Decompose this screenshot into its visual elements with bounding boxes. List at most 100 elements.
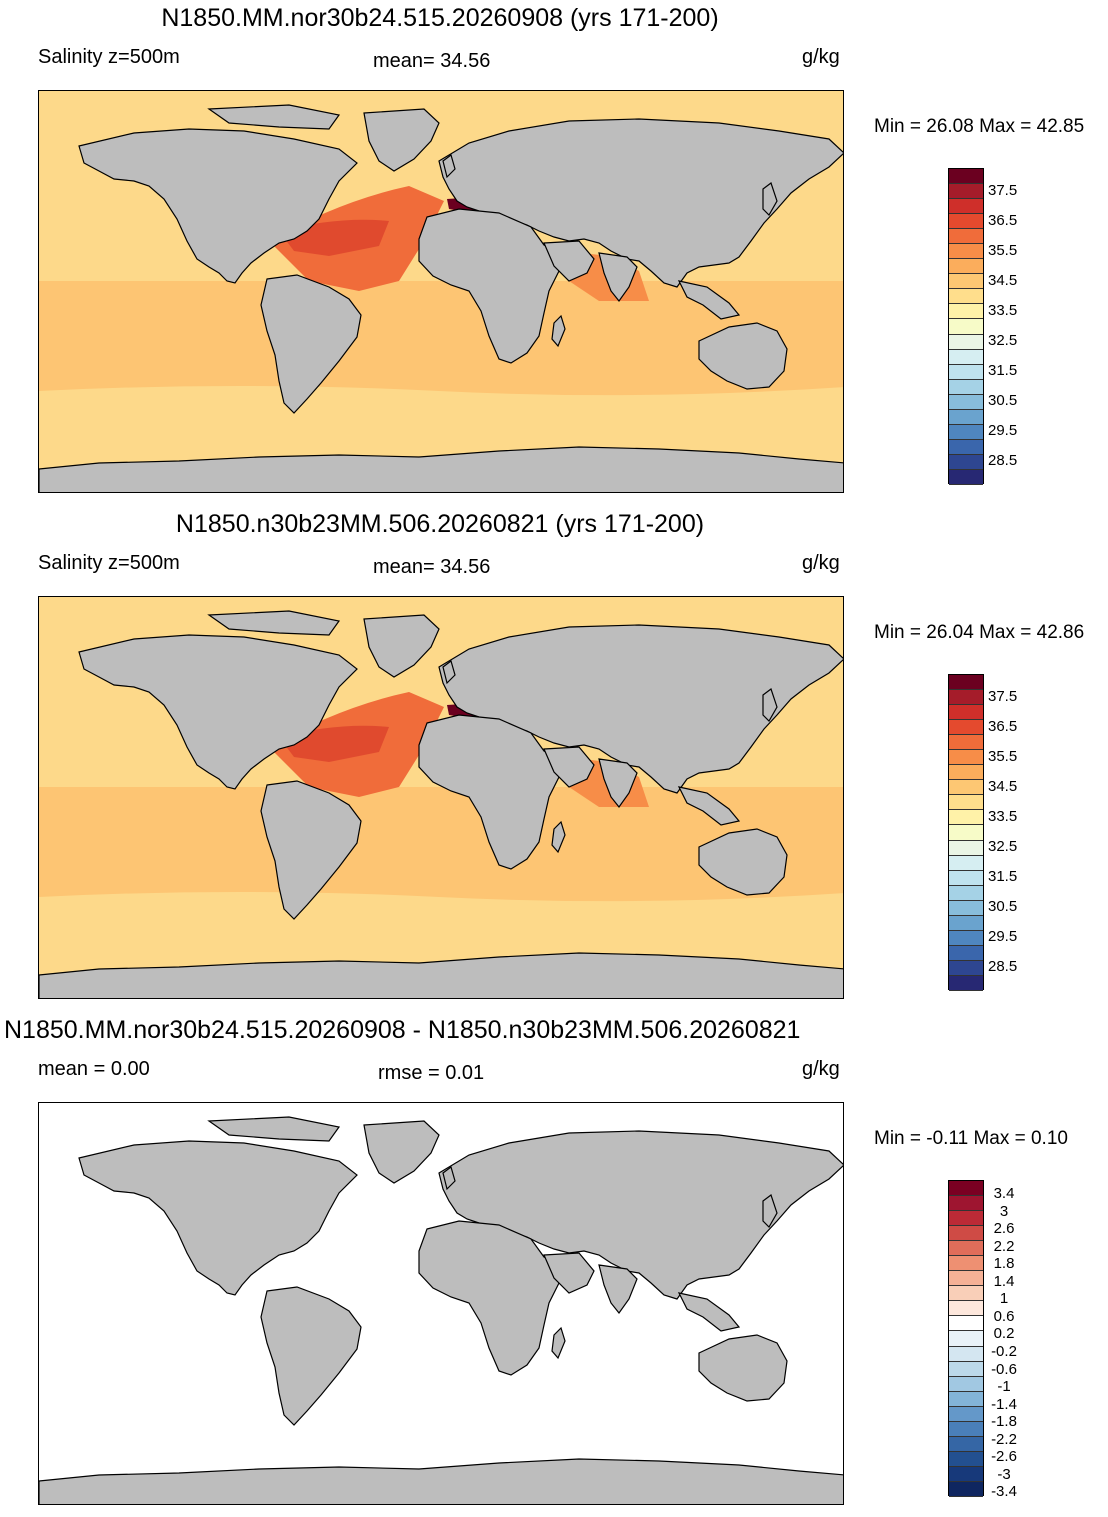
colorbar-segment [949,199,983,215]
land-northAmerica [78,128,358,284]
land-greenland [363,614,440,678]
colorbar-segment [949,1256,983,1272]
land-seAsia [677,786,741,826]
colorbar-segment [949,840,983,856]
colorbar-segment [949,1421,983,1437]
land-madagascar [551,1326,566,1360]
colorbar-segment [949,915,983,931]
colorbar-tick-label: 37.5 [988,181,1018,199]
colorbar-segment [949,439,983,455]
colorbar-tick-label: 1.8 [993,1255,1015,1273]
colorbar-tick-label: 34.5 [988,271,1018,289]
colorbar-segment [949,1451,983,1467]
colorbar-segment [949,1241,983,1257]
colorbar-segment [949,469,983,485]
colorbar-segment [949,1331,983,1347]
panel-title: N1850.MM.nor30b24.515.20260908 - N1850.n… [4,1016,801,1044]
colorbar-segment [949,1361,983,1377]
rmse-label: rmse = 0.01 [378,1062,485,1084]
colorbar-segment [949,930,983,946]
variable-label: Salinity z=500m [38,552,180,574]
land-southAmerica [260,780,362,920]
colorbar-tick-label: 2.2 [993,1237,1015,1255]
salinity-map [38,90,844,493]
land-arabia [543,240,595,282]
colorbar-tick-label: 2.6 [993,1220,1015,1238]
units-label: g/kg [802,1058,840,1080]
panel-title: N1850.n30b23MM.506.20260821 (yrs 171-200… [175,510,705,538]
colorbar-segment [949,960,983,976]
minmax-label: Min = 26.08 Max = 42.85 [874,116,1085,137]
colorbar-tick-label: 31.5 [988,362,1018,380]
land-arctic [207,1116,341,1142]
colorbar-tick-label: 36.5 [988,717,1018,735]
colorbar-segment [949,1406,983,1422]
land-madagascar [551,820,566,854]
land-arabia [543,1252,595,1294]
panel-3: N1850.MM.nor30b24.515.20260908 - N1850.n… [0,1012,1108,1517]
colorbar-tick-label: 30.5 [988,898,1018,916]
land-africa [418,208,560,364]
colorbar-segment [949,825,983,841]
colorbar-segment [949,750,983,766]
land-antarctica [39,1458,843,1504]
colorbar-segment [949,795,983,811]
colorbar-segment [949,454,983,470]
panel-2: N1850.n30b23MM.506.20260821 (yrs 171-200… [0,506,1108,1011]
colorbar-segment [949,274,983,290]
colorbar-tick-label: 29.5 [988,422,1018,440]
colorbar-tick-label: 3.4 [993,1185,1015,1202]
land-antarctica [39,446,843,492]
colorbar-segment [949,349,983,365]
minmax-label: Min = -0.11 Max = 0.10 [874,1128,1068,1149]
colorbar-tick-label: -2.6 [991,1448,1017,1466]
units-label: g/kg [802,46,840,68]
colorbar-tick-label: -0.2 [991,1343,1017,1360]
colorbar-tick-label: 1 [999,1290,1009,1308]
colorbar-segment [949,1181,983,1197]
colorbar-segment [949,289,983,305]
colorbar-tick-label: -1 [997,1378,1011,1396]
colorbar-segment [949,705,983,721]
colorbar-segment [949,409,983,425]
colorbar-tick-label: -2.2 [991,1430,1017,1448]
colorbar-segment [949,945,983,961]
colorbar-segment [949,975,983,991]
colorbar-segment [949,184,983,200]
ocean-band-south [39,892,843,917]
colorbar-box [948,674,984,991]
colorbar-segment [949,319,983,335]
land-japan [762,182,778,216]
land-india [598,758,638,808]
colorbar-segment [949,1211,983,1227]
colorbar-tick-label: 35.5 [988,241,1018,259]
colorbar-tick-label: 34.5 [988,777,1018,795]
colorbar-segment [949,870,983,886]
land-japan [762,688,778,722]
land-northAmerica [78,634,358,790]
colorbar-tick-label: 0.6 [993,1307,1015,1325]
colorbar-segment [949,855,983,871]
land-uk [442,153,456,179]
land-seAsia [677,280,741,320]
colorbar-tick-label: 32.5 [988,332,1018,350]
colorbar-segment [949,1286,983,1302]
colorbar-tick-label: -3 [997,1465,1011,1483]
colorbar-segment [949,1346,983,1362]
colorbar-tick-label: 33.5 [988,807,1018,825]
colorbar-segment [949,1196,983,1212]
colorbar-tick-label: 32.5 [988,838,1018,856]
colorbar-tick-label: 35.5 [988,747,1018,765]
units-label: g/kg [802,552,840,574]
land-arctic [207,104,341,130]
colorbar-segment [949,780,983,796]
colorbar-tick-label: 31.5 [988,868,1018,886]
colorbar-segment [949,1226,983,1242]
colorbar-segment [949,259,983,275]
colorbar-segment [949,735,983,751]
land-southAmerica [260,274,362,414]
land-australia [698,322,788,390]
colorbar-segment [949,214,983,230]
colorbar-segment [949,810,983,826]
land-uk [442,659,456,685]
